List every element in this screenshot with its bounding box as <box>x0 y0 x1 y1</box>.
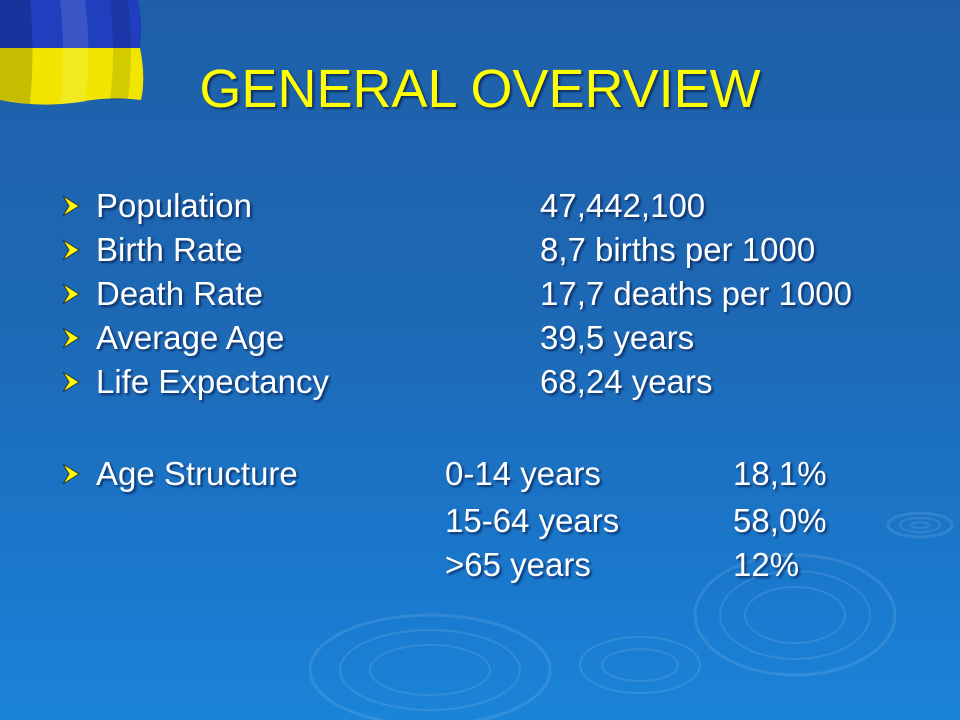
stat-value: 68,24 years <box>540 363 713 400</box>
age-range: >65 years <box>445 546 591 583</box>
age-structure-row-1: Age Structure 0-14 years 18,1% <box>0 455 960 495</box>
ukraine-flag-icon <box>0 0 144 105</box>
stat-row-population: Population 47,442,100 <box>0 187 960 227</box>
age-percent: 18,1% <box>733 455 827 492</box>
arrowhead-bullet-icon <box>62 195 80 217</box>
stat-label: Birth Rate <box>96 231 243 268</box>
age-structure-row-3: >65 years 12% <box>0 546 960 586</box>
arrowhead-bullet-icon <box>62 327 80 349</box>
stat-value: 17,7 deaths per 1000 <box>540 275 852 312</box>
arrowhead-bullet-icon <box>62 283 80 305</box>
stat-value: 47,442,100 <box>540 187 706 224</box>
age-range: 15-64 years <box>445 502 620 539</box>
stat-label: Average Age <box>96 319 285 356</box>
stat-row-average-age: Average Age 39,5 years <box>0 319 960 359</box>
stat-label: Population <box>96 187 252 224</box>
arrowhead-bullet-icon <box>62 463 80 485</box>
stat-label: Death Rate <box>96 275 263 312</box>
age-percent: 58,0% <box>733 502 827 539</box>
slide-title: GENERAL OVERVIEW <box>199 59 761 119</box>
age-percent: 12% <box>733 546 800 583</box>
stat-row-life-expectancy: Life Expectancy 68,24 years <box>0 363 960 403</box>
age-structure-label: Age Structure <box>96 455 298 492</box>
stat-row-death-rate: Death Rate 17,7 deaths per 1000 <box>0 275 960 315</box>
arrowhead-bullet-icon <box>62 239 80 261</box>
stat-value: 39,5 years <box>540 319 695 356</box>
age-structure-row-2: 15-64 years 58,0% <box>0 502 960 542</box>
stat-label: Life Expectancy <box>96 363 329 400</box>
arrowhead-bullet-icon <box>62 371 80 393</box>
age-range: 0-14 years <box>445 455 601 492</box>
stat-value: 8,7 births per 1000 <box>540 231 816 268</box>
stat-row-birth-rate: Birth Rate 8,7 births per 1000 <box>0 231 960 271</box>
